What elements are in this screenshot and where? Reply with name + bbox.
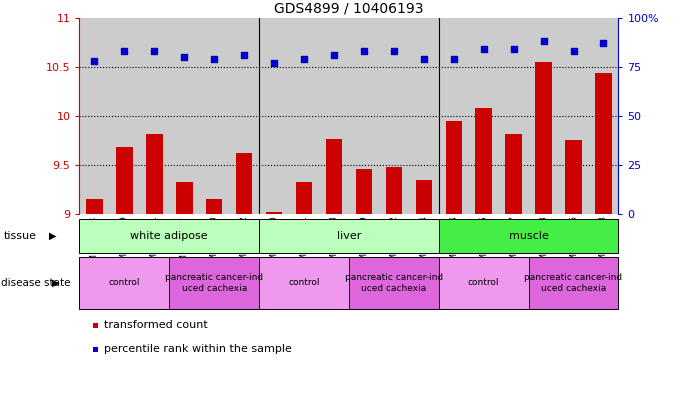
Point [359, 48, 370, 54]
Point [209, 56, 220, 62]
Bar [409, 18, 439, 214]
Text: transformed count: transformed count [104, 320, 208, 331]
Text: pancreatic cancer-ind
uced cachexia: pancreatic cancer-ind uced cachexia [524, 273, 623, 293]
Bar [266, 212, 283, 214]
Text: liver: liver [337, 231, 361, 241]
Bar [595, 73, 612, 214]
Bar [529, 257, 618, 309]
Text: control: control [468, 279, 500, 287]
Point [478, 46, 489, 52]
Point [508, 46, 519, 52]
Bar [468, 18, 499, 214]
Bar [439, 257, 529, 309]
Bar [79, 18, 109, 214]
Bar [565, 140, 582, 214]
Bar [146, 134, 162, 214]
Bar [116, 147, 133, 214]
Bar [439, 219, 618, 253]
Bar [446, 121, 462, 214]
Point [418, 56, 429, 62]
Text: ▶: ▶ [52, 278, 59, 288]
Bar [386, 167, 402, 214]
Text: control: control [108, 279, 140, 287]
Point [119, 48, 130, 54]
Bar [325, 138, 342, 214]
Bar [415, 180, 432, 214]
Text: pancreatic cancer-ind
uced cachexia: pancreatic cancer-ind uced cachexia [345, 273, 443, 293]
Bar [109, 18, 140, 214]
Bar [349, 257, 439, 309]
Point [269, 60, 280, 66]
Text: pancreatic cancer-ind
uced cachexia: pancreatic cancer-ind uced cachexia [165, 273, 263, 293]
Point [388, 48, 399, 54]
Title: GDS4899 / 10406193: GDS4899 / 10406193 [274, 1, 424, 15]
Bar [296, 182, 312, 214]
Bar [169, 257, 259, 309]
Bar [169, 18, 199, 214]
Bar [199, 18, 229, 214]
Point [89, 58, 100, 64]
Bar [79, 219, 259, 253]
Point [598, 40, 609, 46]
Bar [536, 62, 552, 214]
Point [179, 54, 190, 60]
Text: percentile rank within the sample: percentile rank within the sample [104, 344, 292, 354]
Point [149, 48, 160, 54]
Bar [206, 199, 223, 214]
Bar [499, 18, 529, 214]
Point [538, 38, 549, 44]
Point [299, 56, 310, 62]
Bar [349, 18, 379, 214]
Bar [86, 199, 103, 214]
Bar [259, 219, 439, 253]
Bar [475, 108, 492, 214]
Bar [236, 153, 252, 214]
Bar [259, 18, 289, 214]
Bar [558, 18, 589, 214]
Bar [259, 257, 349, 309]
Bar [289, 18, 319, 214]
Bar [229, 18, 259, 214]
Bar [529, 18, 558, 214]
Text: ▶: ▶ [49, 231, 56, 241]
Text: control: control [288, 279, 320, 287]
Text: white adipose: white adipose [131, 231, 208, 241]
Point [238, 52, 249, 58]
Point [448, 56, 460, 62]
Bar [589, 18, 618, 214]
Bar [79, 257, 169, 309]
Point [328, 52, 339, 58]
Bar [379, 18, 409, 214]
Text: muscle: muscle [509, 231, 549, 241]
Bar [505, 134, 522, 214]
Text: disease state: disease state [1, 278, 71, 288]
Bar [439, 18, 468, 214]
Point [568, 48, 579, 54]
Bar [319, 18, 349, 214]
Bar [140, 18, 169, 214]
Text: tissue: tissue [3, 231, 37, 241]
Bar [356, 169, 372, 214]
Bar [176, 182, 193, 214]
